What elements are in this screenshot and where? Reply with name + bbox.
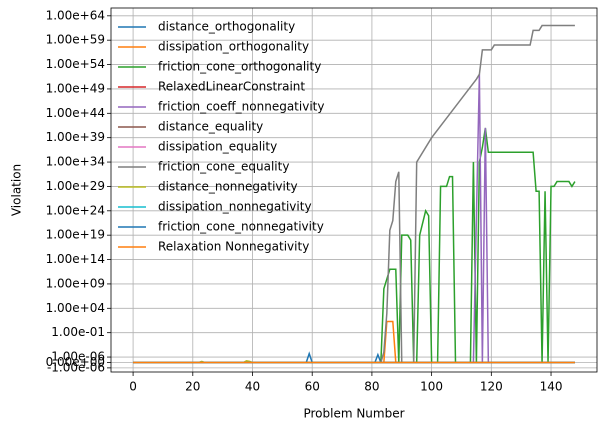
x-tick-label: 40 [245, 380, 260, 394]
y-tick-label: 0.00e+00 [46, 355, 105, 369]
legend-label: dissipation_equality [158, 140, 277, 154]
legend-label: friction_cone_orthogonality [158, 60, 321, 74]
series-line [133, 351, 575, 364]
legend-label: dissipation_nonnegativity [158, 200, 312, 214]
legend-label: RelaxedLinearConstraint [158, 80, 305, 94]
x-tick-label: 0 [129, 380, 137, 394]
y-tick-label: -1.00e-06 [47, 360, 105, 374]
x-tick-label: 120 [480, 380, 503, 394]
y-tick-label: 1.00e+34 [46, 155, 105, 169]
y-axis-label: Violation [10, 164, 24, 216]
y-tick-label: 1.00e+29 [46, 179, 105, 193]
x-tick-label: 60 [305, 380, 320, 394]
plot-area [133, 24, 576, 364]
y-tick-label: 1.00e+64 [46, 8, 105, 22]
x-tick-label: 140 [540, 380, 563, 394]
x-tick-label: 80 [364, 380, 379, 394]
series-line [133, 127, 576, 364]
legend-label: friction_cone_equality [158, 160, 289, 174]
legend-label: distance_orthogonality [158, 20, 295, 34]
legend-label: friction_cone_nonnegativity [158, 220, 324, 234]
y-tick-label: 1.00e+59 [46, 33, 105, 47]
y-tick-label: 1.00e+44 [46, 106, 105, 120]
series-line [133, 24, 575, 364]
legend-label: Relaxation Nonnegativity [158, 240, 309, 254]
series-line [133, 74, 575, 364]
y-tick-label: 1.00e+14 [46, 252, 105, 266]
legend-label: dissipation_orthogonality [158, 40, 309, 54]
plot-frame [110, 7, 598, 373]
x-tick-label: 20 [185, 380, 200, 394]
y-tick-label: 1.00e-01 [51, 325, 105, 339]
y-tick-label: 1.00e+49 [46, 81, 105, 95]
y-tick-label: 1.00e-06 [51, 350, 105, 364]
y-tick-label: 1.00e+39 [46, 130, 105, 144]
y-tick-label: 1.00e+24 [46, 203, 105, 217]
legend-label: distance_nonnegativity [158, 180, 298, 194]
y-tick-label: 1.00e+54 [46, 57, 105, 71]
series-line [133, 320, 575, 364]
legend-label: distance_equality [158, 120, 263, 134]
x-tick-label: 100 [420, 380, 443, 394]
y-tick-label: 1.00e+19 [46, 228, 105, 242]
x-axis-label: Problem Number [303, 407, 404, 421]
legend-label: friction_coeff_nonnegativity [158, 100, 324, 114]
y-tick-label: 1.00e+04 [46, 301, 105, 315]
y-tick-label: 1.00e+09 [46, 276, 105, 290]
